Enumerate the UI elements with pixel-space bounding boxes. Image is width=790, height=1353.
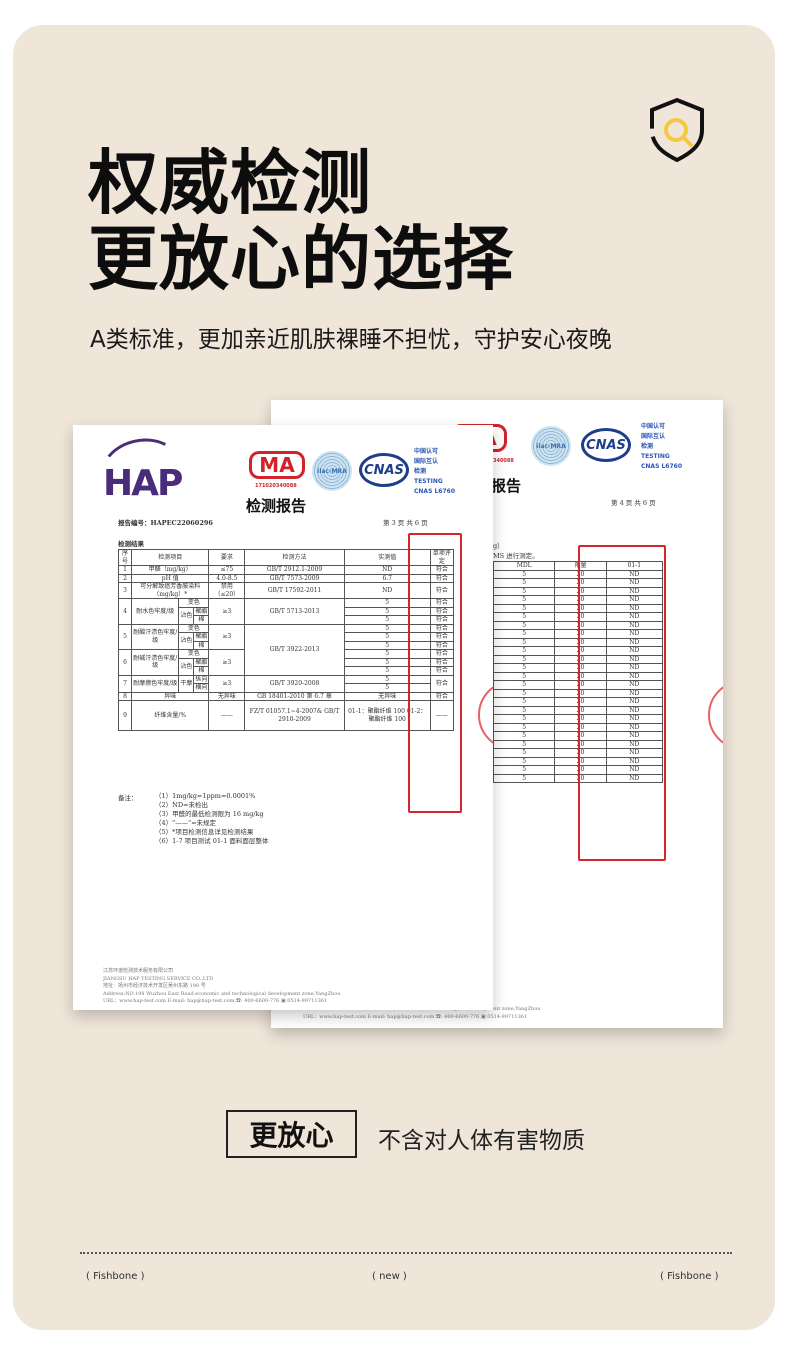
table-row: 7 耐摩擦色牢度/级 干摩 纵向 ≥3 GB/T 3920-2008 5 符合 (117, 674, 455, 693)
cma-code: 340088 (493, 458, 514, 464)
table-cell: 5 (492, 603, 556, 613)
intro-line-2: MS 进行测定。 (493, 552, 539, 560)
table-cell: 5 (492, 595, 556, 605)
watermark: HAP (357, 766, 387, 798)
dotted-divider (80, 1252, 732, 1254)
table-cell: 5 (492, 697, 556, 707)
table-cell: 5 (492, 578, 556, 588)
table-cell: 5 (492, 739, 556, 749)
table-row: 4 耐水色牢度/级 变色 ≥3 GB/T 5713-2013 5 符合 (117, 598, 455, 625)
watermark: HAP (187, 846, 217, 878)
table-cell: ND (605, 773, 664, 783)
cma-code: 171020340088 (255, 483, 297, 489)
page-number: 第 4 页 共 6 页 (611, 499, 656, 507)
table-row: 2 pH 值 4.0-8.5 GB/T 7573-2009 6.7 符合 (117, 573, 455, 583)
table-row: 1 甲醛（mg/kg） ≤75 GB/T 2912.1-2009 ND 符合 (117, 565, 455, 575)
headline-line-2: 更放心的选择 (88, 218, 514, 300)
table-header: 序号 检测项目 要求 检测方法 实测值 单项评定 (117, 549, 455, 566)
table-cell: 5 (492, 722, 556, 732)
table-cell: 5 (492, 773, 556, 783)
cnas-logo: CNAS (359, 453, 409, 487)
cnas-accreditation-text: 中国认可 国际互认 检测 TESTING CNAS L6760 (414, 448, 456, 495)
doc-footer: 江苏环谱检测技术服务有限公司 JIANGSU HAP TESTING SERVIC… (103, 968, 341, 1004)
shield-search-icon (650, 97, 704, 162)
table-row: 5 20 ND (492, 697, 664, 707)
watermark: HAP (357, 846, 387, 878)
ilac-mra-logo: ilac-MRA (312, 451, 352, 491)
highlight-box (578, 545, 666, 861)
watermark: HAP (272, 926, 302, 958)
watermark: HAP (102, 926, 132, 958)
table-cell: 5 (492, 714, 556, 724)
footer-label-right: ( Fishbone ) (660, 1271, 719, 1282)
feature-tag: 更放心 (226, 1110, 357, 1158)
table-cell: 5 (492, 663, 556, 673)
watermark: HAP (102, 846, 132, 878)
ilac-mra-logo: ilac-MRA (531, 426, 571, 466)
table-row: 6 耐碱汗渍色牢度/级 变色 ≥3 5 符合 (117, 649, 455, 676)
footer-label-center: ( new ) (372, 1271, 407, 1282)
table-cell: 5 (492, 620, 556, 630)
table-cell: 5 (492, 586, 556, 596)
table-cell: 5 (492, 671, 556, 681)
subtitle: A类标准，更加亲近肌肤裸睡不担忧，守护安心夜晚 (90, 327, 612, 353)
table-cell: 5 (492, 748, 556, 758)
report-number: 报告编号：HAPEC22060296 (118, 519, 213, 527)
feature-text: 不含对人体有害物质 (378, 1128, 585, 1154)
page-number: 第 3 页 共 6 页 (383, 519, 428, 527)
table-cell: 5 (492, 731, 556, 741)
table-cell: 5 (492, 612, 556, 622)
watermark: HAP (272, 766, 302, 798)
section-title: 检测结果 (118, 540, 144, 548)
headline-line-1: 权威检测 (88, 142, 372, 224)
table-cell: 5 (492, 654, 556, 664)
table-cell: 5 (492, 629, 556, 639)
results-table: 序号 检测项目 要求 检测方法 实测值 单项评定 1 甲醛（mg/kg） ≤75 GB/T 29… (117, 549, 455, 731)
header-mdl: MDL (492, 561, 556, 571)
watermark: HAP (357, 926, 387, 958)
table-cell: 5 (492, 680, 556, 690)
notes-label: 备注： (118, 794, 138, 802)
watermark: HAP (442, 846, 472, 878)
red-seal-stamp (478, 680, 493, 750)
highlight-box (408, 533, 462, 813)
watermark: HAP (442, 926, 472, 958)
table-cell: 5 (492, 569, 556, 579)
hap-logo: HAP (103, 463, 183, 504)
notes-list: （1）1mg/kg=1ppm=0.0001% （2）ND=未检出 （3）甲醛的最低检… (155, 792, 269, 845)
table-row: 5 20 ND (492, 773, 664, 783)
cnas-logo: CNAS (581, 428, 631, 462)
table-cell: 5 (492, 756, 556, 766)
cnas-accreditation-text: 中国认可 国际互认 检测 TESTING CNAS L6760 (641, 423, 683, 470)
table-row: 3 可分解致癌芳香胺染料（mg/kg）* 禁用（≤20） GB/T 17592-201… (117, 582, 455, 599)
table-row: 5 耐酸汗渍色牢度/级 变色 ≥3 GB/T 3922-2013 5 符合 (117, 623, 455, 676)
results-table: MDL 限量 01-1 5 20 ND 5 20 ND 5 20 ND 5 20 ND 5 20 ND 5 20 ND… (492, 561, 664, 783)
test-report-page-3: HAP MA 171020340088 ilac-MRA CNAS 中国认可 国际… (73, 425, 493, 1010)
watermark: HAP (187, 926, 217, 958)
cma-logo: MA (249, 451, 305, 479)
table-cell: 5 (492, 637, 556, 647)
table-cell: 5 (492, 705, 556, 715)
table-cell: 5 (492, 688, 556, 698)
table-row: 9 纤维含量/% —— FZ/T 01057.1~4-2007& GB/T 2910-… (117, 700, 455, 731)
intro-line-1: g） (493, 542, 504, 550)
report-title: 检测报告 (246, 497, 307, 515)
watermark: HAP (272, 846, 302, 878)
table-row: 5 20 ND (492, 739, 664, 749)
table-cell: 5 (492, 646, 556, 656)
table-row: 8 异味 无异味 GB 18401-2010 第 6.7 章无异味 符合 (117, 691, 455, 701)
table-cell: 5 (492, 765, 556, 775)
footer-label-left: ( Fishbone ) (86, 1271, 145, 1282)
red-seal-stamp (708, 680, 723, 750)
